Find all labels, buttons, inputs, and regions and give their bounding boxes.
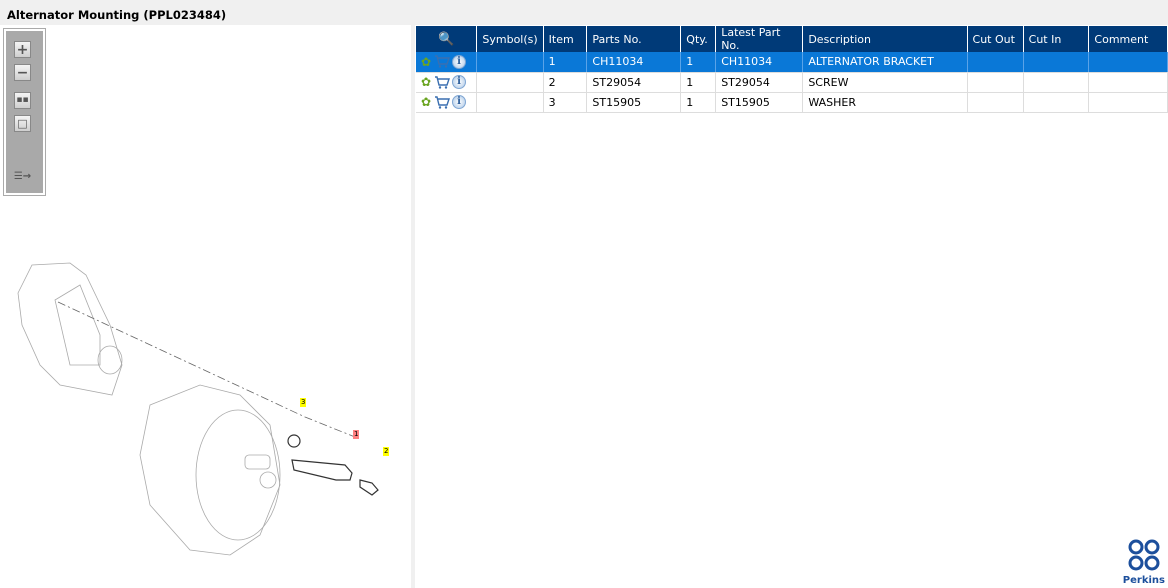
cell-cut-in [1023,72,1090,93]
cell-desc: WASHER [802,92,968,113]
center-line [57,301,356,438]
cell-part: ST29054 [586,72,682,93]
cell-symbols [476,52,544,73]
parts-table: 🔍 Symbol(s) Item Parts No. Qty. Latest P… [416,26,1168,113]
cell-qty: 1 [680,52,717,73]
column-header-description[interactable]: Description [802,26,968,52]
callout-2[interactable]: 2 [383,447,390,456]
diagram-pane[interactable]: + − ▪▪ □ ☰→ 3 1 2 [0,25,411,588]
column-header-symbols[interactable]: Symbol(s) [476,26,544,52]
gear-icon[interactable]: ✿ [421,75,432,89]
cart-icon[interactable] [434,55,451,68]
column-header-cut-out[interactable]: Cut Out [967,26,1024,52]
cell-part: ST15905 [586,92,682,113]
actual-size-icon[interactable]: □ [14,115,31,132]
info-icon[interactable]: i [452,95,467,109]
callout-1[interactable]: 1 [353,430,360,439]
cart-icon[interactable] [434,95,451,109]
table-row[interactable]: ✿ i 3 ST15905 1 ST15905 WASHER [416,92,1168,113]
cell-comment [1088,72,1168,93]
row-actions: ✿ i [416,52,478,73]
info-icon[interactable]: i [452,75,467,89]
cell-symbols [476,92,544,113]
cell-cut-in [1023,92,1090,113]
column-header-qty[interactable]: Qty. [680,26,717,52]
engine-housing [17,262,123,396]
cell-latest: ST29054 [715,72,804,93]
cell-item: 2 [543,72,588,93]
column-header-latest-part-no[interactable]: Latest Part No. [715,26,804,52]
row-actions: ✿ i [416,92,478,113]
cell-latest: ST15905 [715,92,804,113]
gear-icon[interactable]: ✿ [421,95,432,109]
cell-part: CH11034 [586,52,682,73]
cell-cut-out [967,72,1024,93]
perkins-logo: Perkins [1123,538,1165,586]
toggle-list-icon[interactable]: ☰→ [13,170,32,182]
cell-desc: ALTERNATOR BRACKET [802,52,968,73]
cell-qty: 1 [680,72,717,93]
cell-comment [1088,52,1168,73]
alternator [139,384,281,556]
exploded-diagram [17,262,379,556]
column-header-item[interactable]: Item [543,26,588,52]
cell-item: 3 [543,92,588,113]
table-header: 🔍 Symbol(s) Item Parts No. Qty. Latest P… [416,26,1168,52]
cell-qty: 1 [680,92,717,113]
fit-all-icon[interactable]: ▪▪ [14,92,31,109]
bracket [291,459,353,481]
info-icon[interactable]: i [452,54,467,69]
cart-icon[interactable] [434,75,451,89]
column-header-search[interactable]: 🔍 [416,26,478,52]
zoom-out-icon[interactable]: − [14,64,31,81]
cell-symbols [476,72,544,93]
row-actions: ✿ i [416,72,478,93]
column-header-cut-in[interactable]: Cut In [1023,26,1090,52]
cell-item: 1 [543,52,588,73]
column-header-comment[interactable]: Comment [1088,26,1168,52]
gear-icon[interactable]: ✿ [421,54,432,69]
column-header-parts-no[interactable]: Parts No. [586,26,682,52]
cell-latest: CH11034 [715,52,804,73]
cell-cut-in [1023,52,1090,73]
cell-cut-out [967,52,1024,73]
screw [359,479,379,496]
diagram-toolbar: + − ▪▪ □ ☰→ [3,28,46,196]
page-title: Alternator Mounting (PPL023484) [7,8,227,22]
parts-list-pane: 🔍 Symbol(s) Item Parts No. Qty. Latest P… [415,25,1168,588]
washer [287,434,301,448]
cell-cut-out [967,92,1024,113]
search-list-icon[interactable]: 🔍 [438,31,455,47]
cell-desc: SCREW [802,72,968,93]
zoom-in-icon[interactable]: + [14,41,31,58]
table-row[interactable]: ✿ i 1 CH11034 1 CH11034 ALTERNATOR BRACKET [416,52,1168,73]
logo-text: Perkins [1122,575,1165,586]
callout-3[interactable]: 3 [300,398,307,407]
table-row[interactable]: ✿ i 2 ST29054 1 ST29054 SCREW [416,72,1168,93]
cell-comment [1088,92,1168,113]
perkins-emblem-icon [1128,539,1160,571]
